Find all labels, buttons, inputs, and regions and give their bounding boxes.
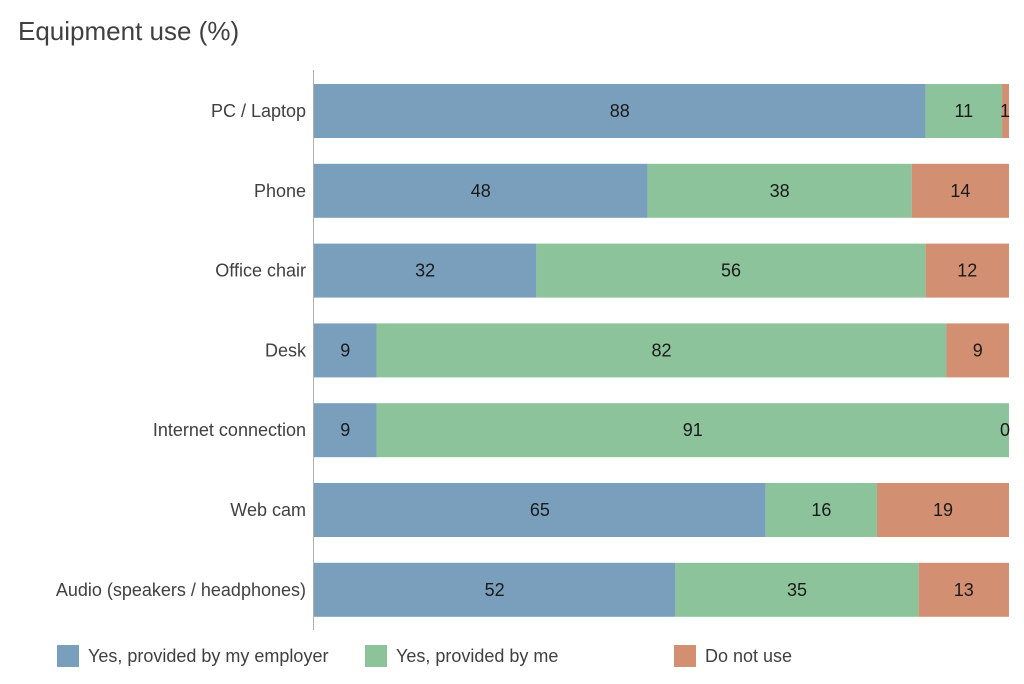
legend-swatch-employer (57, 645, 79, 667)
value-label-do-not-use-phone: 14 (950, 181, 970, 201)
value-label-me-internet-connection: 91 (683, 420, 703, 440)
bar-do-not-use-office-chair (925, 243, 1009, 298)
bar-employer-phone (314, 163, 648, 218)
legend-item-do-not-use: Do not use (674, 645, 792, 667)
bar-me-internet-connection (376, 403, 1009, 458)
category-label-desk: Desk (265, 340, 307, 360)
bar-me-pc-laptop (925, 84, 1003, 138)
category-label-office-chair: Office chair (215, 261, 306, 281)
value-label-do-not-use-office-chair: 12 (957, 261, 977, 281)
legend-item-employer: Yes, provided by my employer (57, 645, 328, 667)
value-label-employer-web-cam: 65 (530, 500, 550, 520)
value-label-me-pc-laptop: 11 (954, 101, 973, 121)
value-label-do-not-use-pc-laptop: 1 (1000, 101, 1010, 121)
value-label-me-office-chair: 56 (721, 261, 741, 281)
category-label-internet-connection: Internet connection (153, 420, 306, 440)
bar-employer-web-cam (314, 483, 766, 537)
bar-employer-office-chair (314, 243, 537, 298)
value-label-employer-audio-speakers-headphones: 52 (485, 580, 505, 600)
category-label-pc-laptop: PC / Laptop (211, 101, 306, 121)
legend-label-me: Yes, provided by me (396, 645, 559, 666)
value-label-employer-pc-laptop: 88 (610, 101, 630, 121)
category-label-audio-speakers-headphones: Audio (speakers / headphones) (56, 580, 306, 600)
value-label-me-desk: 82 (651, 340, 671, 360)
bar-do-not-use-desk (946, 323, 1009, 378)
legend-label-do-not-use: Do not use (705, 645, 793, 666)
bar-me-desk (376, 323, 947, 378)
bar-employer-desk (314, 323, 377, 378)
legend-item-me: Yes, provided by me (365, 645, 558, 667)
bar-do-not-use-web-cam (876, 483, 1009, 537)
bar-do-not-use-pc-laptop (1002, 84, 1009, 138)
value-label-me-web-cam: 16 (811, 500, 831, 520)
value-label-employer-desk: 9 (340, 340, 350, 360)
category-label-web-cam: Web cam (230, 500, 306, 520)
bar-do-not-use-audio-speakers-headphones (918, 562, 1009, 617)
bar-employer-pc-laptop (314, 84, 926, 138)
value-label-me-audio-speakers-headphones: 35 (787, 580, 807, 600)
value-label-do-not-use-desk: 9 (973, 340, 983, 360)
value-label-do-not-use-web-cam: 19 (933, 500, 953, 520)
bar-me-web-cam (765, 483, 877, 537)
value-label-me-phone: 38 (770, 181, 790, 201)
legend-swatch-do-not-use (674, 645, 696, 667)
bar-do-not-use-phone (911, 163, 1009, 218)
value-label-employer-phone: 48 (471, 181, 491, 201)
bars-layer (314, 84, 1009, 617)
value-label-employer-office-chair: 32 (415, 261, 435, 281)
legend-label-employer: Yes, provided by my employer (88, 645, 329, 666)
legend-swatch-me (365, 645, 387, 667)
bar-me-audio-speakers-headphones (675, 562, 919, 617)
value-label-employer-internet-connection: 9 (340, 420, 350, 440)
bar-me-phone (647, 163, 912, 218)
chart-title: Equipment use (%) (18, 16, 240, 46)
value-label-do-not-use-internet-connection: 0 (1000, 420, 1010, 440)
value-label-do-not-use-audio-speakers-headphones: 13 (954, 580, 974, 600)
bar-employer-internet-connection (314, 403, 377, 458)
category-label-phone: Phone (254, 181, 306, 201)
bar-employer-audio-speakers-headphones (314, 562, 676, 617)
legend: Yes, provided by my employer Yes, provid… (0, 645, 1024, 673)
bar-me-office-chair (536, 243, 926, 298)
